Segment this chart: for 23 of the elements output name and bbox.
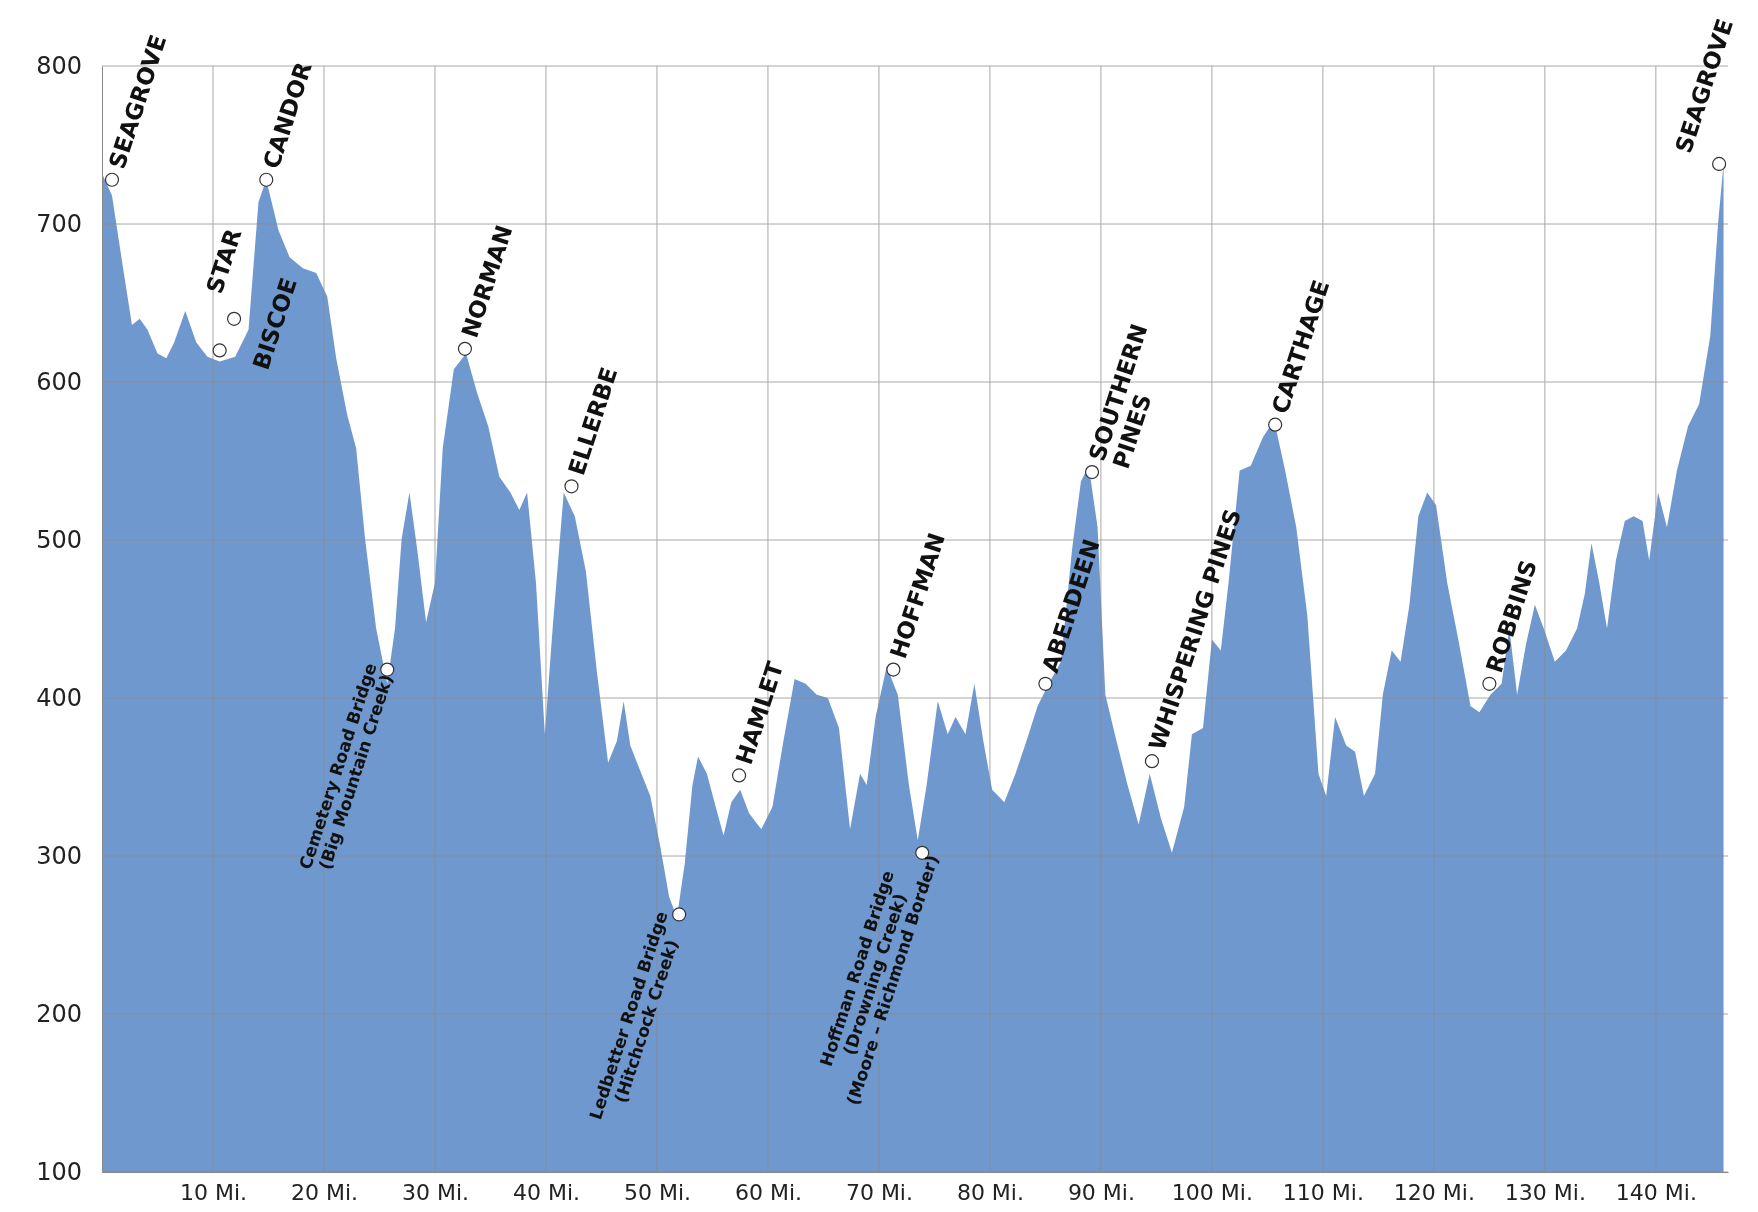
y-tick-label: 600: [36, 368, 82, 397]
x-tick-label: 100 Mi.: [1171, 1179, 1253, 1205]
x-tick-label: 70 Mi.: [845, 1179, 913, 1205]
x-tick-label: 130 Mi.: [1504, 1179, 1586, 1205]
x-tick-label: 20 Mi.: [290, 1179, 359, 1205]
y-tick-label: 200: [36, 1000, 82, 1029]
x-tick-label: 40 Mi.: [512, 1179, 580, 1205]
x-tick-label: 30 Mi.: [401, 1179, 470, 1205]
y-tick-label: 300: [36, 842, 82, 871]
x-tick-label: 10 Mi.: [179, 1179, 248, 1205]
x-tick-label: 90 Mi.: [1067, 1179, 1135, 1205]
x-tick-label: 110 Mi.: [1282, 1179, 1364, 1205]
x-tick-label: 50 Mi.: [623, 1179, 691, 1205]
y-tick-label: 400: [36, 684, 82, 713]
y-tick-label: 100: [36, 1158, 82, 1187]
annotation: STAR: [201, 225, 247, 297]
x-tick-label: 140 Mi.: [1615, 1179, 1697, 1205]
y-tick-label: 800: [36, 52, 82, 81]
y-tick-label: 500: [36, 526, 82, 555]
x-tick-label: 60 Mi.: [734, 1179, 802, 1205]
x-tick-label: 80 Mi.: [956, 1179, 1024, 1205]
x-tick-label: 120 Mi.: [1393, 1179, 1475, 1205]
y-tick-label: 700: [36, 210, 82, 239]
